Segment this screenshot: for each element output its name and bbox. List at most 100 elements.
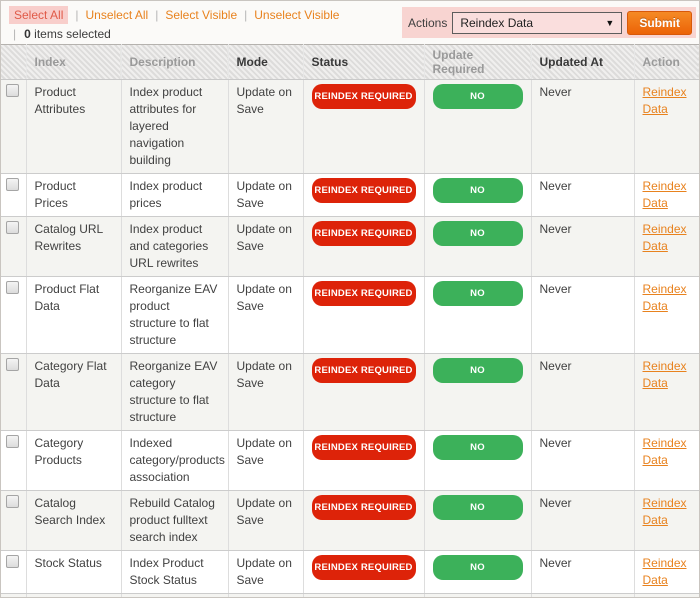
status-cell: REINDEX REQUIRED (303, 216, 425, 277)
table-row: Product Flat Data Reorganize EAV product … (1, 276, 699, 354)
separator: | (75, 8, 79, 22)
update-required-badge: NO (432, 495, 523, 520)
checkbox-cell (1, 550, 27, 594)
column-header-mode[interactable]: Mode (228, 44, 304, 80)
separator: | (155, 8, 159, 22)
actions-panel: Actions Reindex Data ▼ Submit (401, 7, 696, 38)
action-cell: Reindex Data (634, 216, 699, 277)
row-checkbox[interactable] (6, 281, 19, 294)
reindex-data-link[interactable]: Reindex Data (642, 359, 687, 390)
reindex-data-link[interactable]: Reindex Data (642, 179, 687, 210)
row-checkbox[interactable] (6, 555, 19, 568)
updated-at-cell: Never (531, 173, 635, 217)
update-required-badge: NO (432, 555, 523, 580)
mode-cell: Update on Save (228, 79, 304, 174)
status-cell: REINDEX REQUIRED (303, 430, 425, 491)
column-header-updated-at[interactable]: Updated At (531, 44, 635, 80)
description-cell: Reorganize EAV category structure to fla… (121, 353, 229, 431)
row-checkbox[interactable] (6, 178, 19, 191)
description-cell: Index product prices (121, 173, 229, 217)
massaction-link-select-all[interactable]: Select All (9, 6, 69, 24)
reindex-data-link[interactable]: Reindex Data (642, 282, 687, 313)
column-header-index[interactable]: Index (26, 44, 122, 80)
description-cell: Rebuild Tag aggregation data (121, 593, 229, 597)
status-badge: REINDEX REQUIRED (311, 281, 416, 306)
index-cell: Product Prices (26, 173, 122, 217)
status-cell: REINDEX REQUIRED (303, 550, 425, 594)
reindex-data-link[interactable]: Reindex Data (642, 496, 687, 527)
status-badge: REINDEX REQUIRED (311, 495, 416, 520)
table-row: Category Products Indexed category/produc… (1, 430, 699, 491)
row-checkbox[interactable] (6, 495, 19, 508)
update-required-badge: NO (432, 281, 523, 306)
checkbox-column-header (1, 44, 27, 80)
massaction-link-select-visible[interactable]: Select Visible (165, 8, 238, 22)
action-cell: Reindex Data (634, 173, 699, 217)
massaction-link-unselect-visible[interactable]: Unselect Visible (254, 8, 340, 22)
update-required-badge: NO (432, 84, 523, 109)
mode-cell: Update on Save (228, 173, 304, 217)
mode-cell: Update on Save (228, 490, 304, 551)
update-required-badge: NO (432, 221, 523, 246)
grid-body: Product Attributes Index product attribut… (1, 79, 699, 597)
checkbox-cell (1, 353, 27, 431)
action-cell: Reindex Data (634, 79, 699, 174)
actions-select[interactable]: Reindex Data ▼ (452, 11, 623, 34)
action-cell: Reindex Data (634, 593, 699, 597)
action-cell: Reindex Data (634, 550, 699, 594)
reindex-data-link[interactable]: Reindex Data (642, 436, 687, 467)
update-required-badge: NO (432, 178, 523, 203)
update-required-cell: NO (424, 173, 532, 217)
row-checkbox[interactable] (6, 358, 19, 371)
updated-at-cell: Never (531, 593, 635, 597)
index-cell: Tag Aggregation Data (26, 593, 122, 597)
separator: | (13, 27, 17, 41)
status-badge: REINDEX REQUIRED (311, 358, 416, 383)
status-cell: REINDEX REQUIRED (303, 490, 425, 551)
selected-label: items selected (34, 27, 111, 41)
row-checkbox[interactable] (6, 221, 19, 234)
update-required-badge: NO (432, 358, 523, 383)
reindex-data-link[interactable]: Reindex Data (642, 222, 687, 253)
description-cell: Indexed category/products association (121, 430, 229, 491)
massaction-toolbar: Select All | Unselect All | Select Visible | U… (1, 1, 699, 44)
checkbox-cell (1, 79, 27, 174)
massaction-link-unselect-all[interactable]: Unselect All (85, 8, 149, 22)
action-cell: Reindex Data (634, 353, 699, 431)
updated-at-cell: Never (531, 216, 635, 277)
updated-at-cell: Never (531, 490, 635, 551)
update-required-cell: NO (424, 79, 532, 174)
column-header-status[interactable]: Status (303, 44, 425, 80)
row-checkbox[interactable] (6, 84, 19, 97)
checkbox-cell (1, 490, 27, 551)
index-grid-table: Index Description Mode Status Update Require… (1, 44, 699, 597)
chevron-down-icon: ▼ (605, 17, 615, 28)
actions-label: Actions (407, 15, 448, 30)
reindex-data-link[interactable]: Reindex Data (642, 556, 687, 587)
column-header-action[interactable]: Action (634, 44, 699, 80)
reindex-data-link[interactable]: Reindex Data (642, 85, 687, 116)
column-header-description[interactable]: Description (121, 44, 229, 80)
selected-count: 0 (24, 27, 31, 41)
updated-at-cell: Never (531, 430, 635, 491)
update-required-cell: NO (424, 353, 532, 431)
status-cell: REINDEX REQUIRED (303, 79, 425, 174)
index-cell: Category Flat Data (26, 353, 122, 431)
checkbox-cell (1, 593, 27, 597)
row-checkbox[interactable] (6, 435, 19, 448)
description-cell: Reorganize EAV product structure to flat… (121, 276, 229, 354)
index-cell: Product Attributes (26, 79, 122, 174)
column-header-update-required[interactable]: Update Required (424, 44, 532, 80)
index-cell: Catalog Search Index (26, 490, 122, 551)
updated-at-cell: Never (531, 353, 635, 431)
items-selected-status: | 0 items selected (13, 27, 693, 41)
action-cell: Reindex Data (634, 430, 699, 491)
status-cell: REINDEX REQUIRED (303, 353, 425, 431)
actions-select-value: Reindex Data (460, 15, 534, 30)
table-row: Product Prices Index product prices Update… (1, 173, 699, 217)
checkbox-cell (1, 276, 27, 354)
checkbox-cell (1, 216, 27, 277)
status-badge: REINDEX REQUIRED (311, 555, 416, 580)
submit-button[interactable]: Submit (627, 10, 692, 35)
